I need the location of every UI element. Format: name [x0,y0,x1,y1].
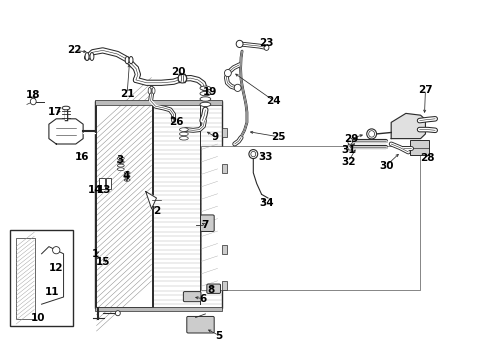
Bar [95,101,222,308]
Ellipse shape [30,98,36,105]
Text: 18: 18 [26,90,41,100]
Ellipse shape [85,53,89,60]
Text: 34: 34 [259,198,274,208]
Ellipse shape [117,168,124,171]
Text: 3: 3 [116,155,123,165]
Text: 29: 29 [343,134,358,144]
Text: 33: 33 [258,152,272,162]
Ellipse shape [366,129,376,139]
Polygon shape [49,119,83,144]
Ellipse shape [117,161,124,163]
Text: 20: 20 [171,67,185,77]
Polygon shape [41,247,63,304]
Text: 15: 15 [95,257,110,267]
Ellipse shape [200,97,210,101]
Text: 32: 32 [340,157,355,167]
Bar [10,230,73,326]
Text: 23: 23 [259,38,273,48]
Bar [201,146,419,290]
Text: 9: 9 [211,132,218,142]
Polygon shape [145,192,156,209]
Text: 16: 16 [75,152,89,162]
Ellipse shape [53,247,60,254]
Bar [221,245,227,254]
Ellipse shape [115,311,120,316]
FancyBboxPatch shape [200,215,214,231]
FancyBboxPatch shape [186,316,214,333]
Text: 5: 5 [215,330,222,341]
Ellipse shape [124,171,130,174]
Text: 10: 10 [30,312,45,323]
Ellipse shape [124,175,130,177]
Bar [221,281,227,290]
Bar [96,102,151,307]
Ellipse shape [62,106,70,110]
Ellipse shape [179,128,188,131]
Bar [409,140,428,155]
Ellipse shape [125,57,129,64]
Bar [95,307,222,311]
Text: 19: 19 [203,87,217,97]
Bar [221,128,227,137]
Ellipse shape [234,84,241,91]
Text: 12: 12 [49,263,63,273]
Ellipse shape [179,136,188,140]
Bar [221,164,227,173]
FancyBboxPatch shape [183,292,201,302]
Polygon shape [390,113,425,139]
Bar [95,100,222,105]
Bar [96,102,151,307]
Ellipse shape [178,74,186,83]
Ellipse shape [90,53,94,60]
Ellipse shape [152,87,155,94]
Ellipse shape [117,157,124,160]
Text: 13: 13 [97,185,111,195]
Ellipse shape [347,138,352,144]
Ellipse shape [200,102,210,107]
Text: 26: 26 [168,117,183,127]
Text: 8: 8 [207,285,214,295]
Text: 28: 28 [419,153,434,163]
Text: 22: 22 [67,45,82,55]
Ellipse shape [248,150,257,158]
Text: 21: 21 [120,89,134,99]
Text: 6: 6 [199,294,206,304]
Text: 1: 1 [92,249,99,259]
Text: 25: 25 [271,132,285,142]
Ellipse shape [200,91,210,96]
Text: 30: 30 [378,161,393,171]
Text: 11: 11 [45,287,60,297]
Ellipse shape [236,40,243,48]
FancyBboxPatch shape [206,284,220,293]
Ellipse shape [224,69,231,77]
Ellipse shape [179,132,188,136]
Bar [16,238,35,319]
Text: 2: 2 [153,206,160,216]
Text: 17: 17 [48,107,62,117]
Text: 14: 14 [87,185,102,195]
Ellipse shape [117,164,124,167]
Text: 4: 4 [122,171,130,181]
Ellipse shape [347,144,352,150]
Ellipse shape [264,45,268,50]
Ellipse shape [200,86,210,90]
Text: 7: 7 [201,220,209,230]
Bar [105,178,111,189]
Bar [99,178,104,189]
Ellipse shape [148,87,151,94]
Ellipse shape [129,57,133,64]
Text: 24: 24 [266,96,281,106]
Ellipse shape [124,179,130,181]
Text: 27: 27 [417,85,432,95]
Text: 31: 31 [340,145,355,155]
